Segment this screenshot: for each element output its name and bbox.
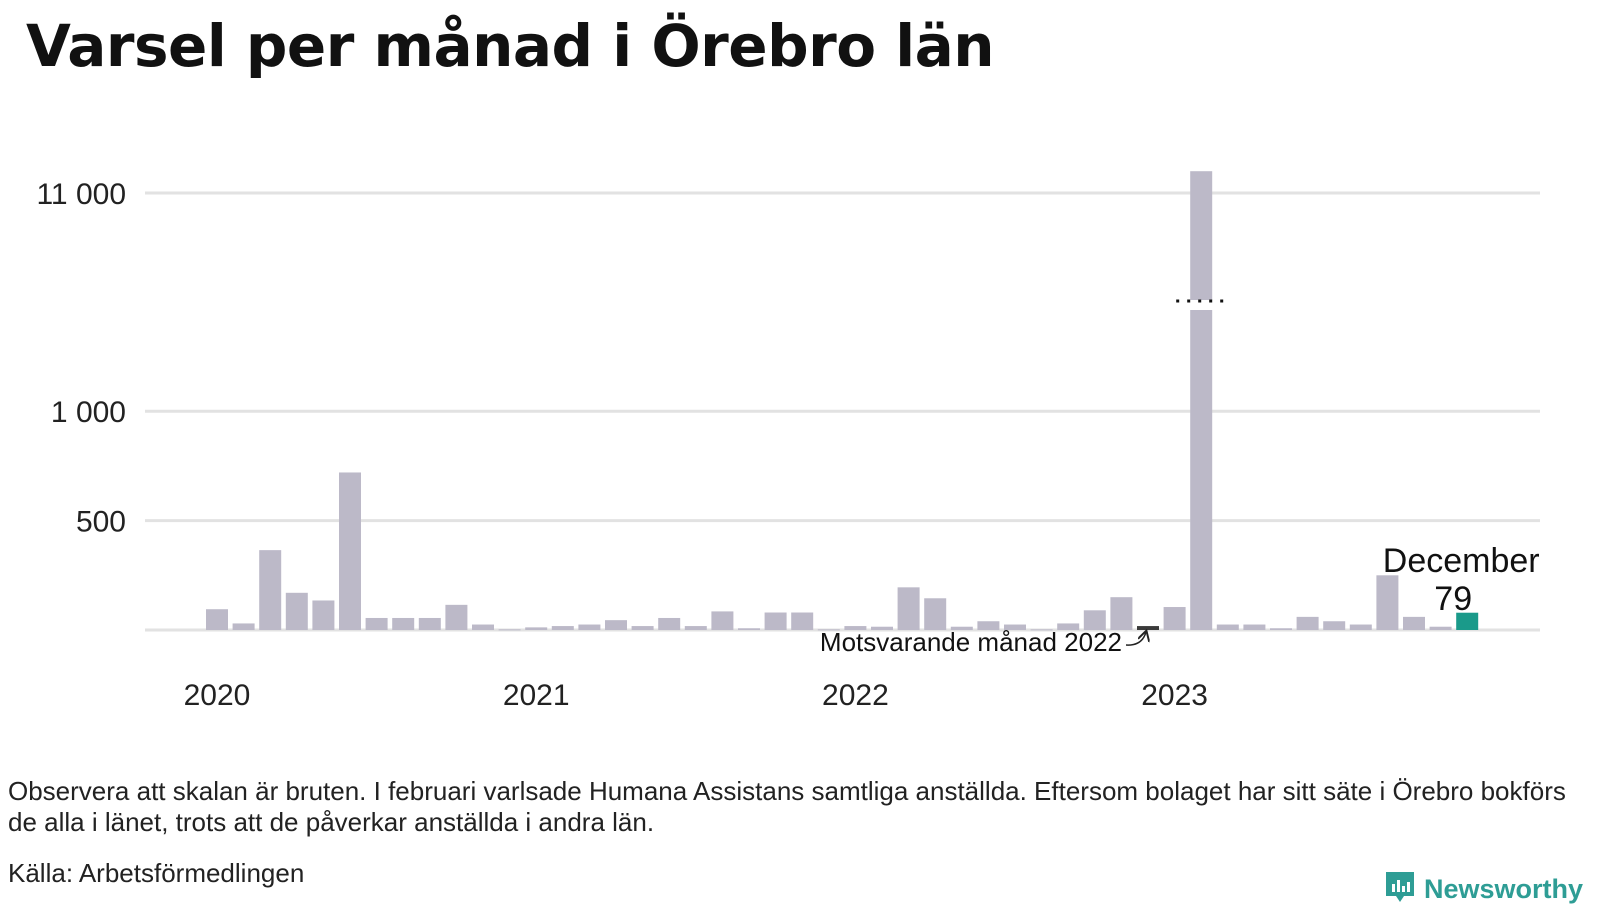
axis-labels: 500 1 000 11 000 2020 2021 2022 2023 xyxy=(36,178,1208,712)
brand: Newsworthy xyxy=(1384,870,1583,908)
bar xyxy=(764,612,787,630)
source-line: Källa: Arbetsförmedlingen xyxy=(8,858,305,888)
bar xyxy=(605,620,627,630)
bar xyxy=(1323,621,1346,630)
x-year-label: 2022 xyxy=(822,679,889,712)
bar xyxy=(924,598,947,630)
x-year-label: 2021 xyxy=(503,679,570,712)
bar xyxy=(445,604,468,630)
bar xyxy=(1403,616,1425,630)
bar xyxy=(312,600,335,630)
comparison-arrow xyxy=(1125,632,1146,646)
y-tick-label: 11 000 xyxy=(36,178,126,211)
brand-name: Newsworthy xyxy=(1424,873,1584,904)
bar xyxy=(791,612,814,630)
bar xyxy=(472,624,494,630)
comparison-label: Motsvarande månad 2022 xyxy=(820,627,1122,657)
y-tick-label: 500 xyxy=(76,506,126,539)
bar xyxy=(1110,597,1133,630)
bar xyxy=(1296,616,1319,630)
chart-title: Varsel per månad i Örebro län xyxy=(26,12,995,80)
bar xyxy=(711,611,734,630)
bar xyxy=(1270,628,1292,630)
bar xyxy=(339,472,361,630)
bar xyxy=(285,592,308,630)
bar xyxy=(631,626,654,630)
bar xyxy=(206,609,228,630)
bar xyxy=(498,629,521,631)
bar xyxy=(1243,624,1266,630)
bar xyxy=(232,623,255,630)
bar xyxy=(871,626,893,630)
bar xyxy=(551,626,574,630)
chart-note: Observera att skalan är bruten. I februa… xyxy=(8,776,1566,837)
y-tick-label: 1 000 xyxy=(51,396,126,429)
bar xyxy=(392,617,415,630)
newsworthy-logo-icon xyxy=(1384,870,1416,908)
x-year-label: 2023 xyxy=(1141,679,1208,712)
bar xyxy=(844,626,867,630)
bar xyxy=(1163,607,1186,630)
bar xyxy=(897,587,920,630)
bar xyxy=(525,627,548,630)
x-year-label: 2020 xyxy=(184,679,251,712)
bar xyxy=(817,629,840,631)
bar xyxy=(658,617,681,630)
bar xyxy=(418,617,441,630)
bar xyxy=(1376,575,1399,630)
bar xyxy=(684,626,707,630)
bar xyxy=(738,628,760,630)
bar xyxy=(950,626,973,630)
bar xyxy=(1030,629,1053,631)
bar xyxy=(259,550,282,630)
bar xyxy=(1083,610,1106,630)
bar xyxy=(1456,612,1479,630)
bar xyxy=(578,624,601,630)
axis-break-gap xyxy=(1189,300,1214,310)
highlight-value-label: 79 xyxy=(1434,580,1472,618)
bars xyxy=(206,171,1479,631)
bar xyxy=(1004,624,1026,630)
bar xyxy=(977,621,1000,630)
bar xyxy=(1216,624,1239,630)
bar xyxy=(1057,623,1080,630)
bar xyxy=(1137,626,1159,630)
bar xyxy=(1429,626,1452,630)
highlight-month-label: December xyxy=(1383,542,1540,580)
bar xyxy=(365,617,388,630)
bar xyxy=(1190,171,1213,630)
bar xyxy=(1349,624,1372,630)
